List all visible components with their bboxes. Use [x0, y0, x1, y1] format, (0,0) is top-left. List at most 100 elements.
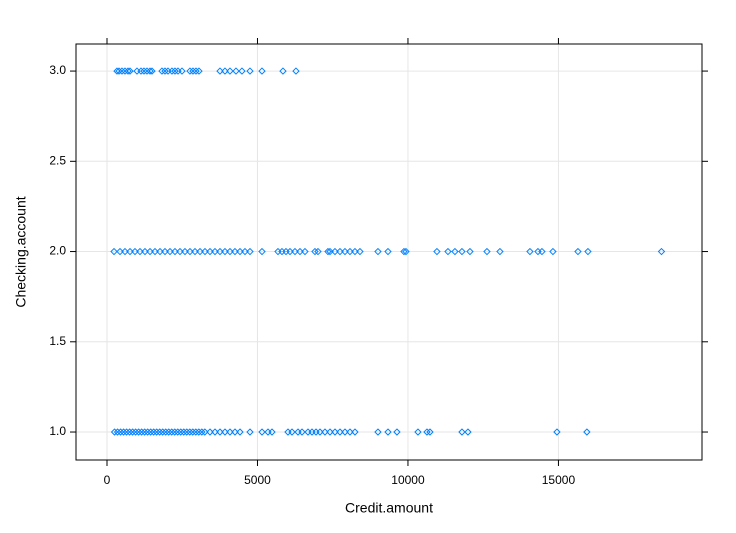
point: [118, 67, 126, 75]
point: [140, 428, 149, 436]
point: [356, 247, 364, 256]
point: [292, 67, 300, 75]
point: [186, 67, 194, 75]
x-tick-label: 10000: [391, 473, 425, 487]
point: [110, 428, 119, 436]
point: [324, 247, 332, 256]
point: [236, 428, 244, 436]
point: [384, 247, 392, 256]
point: [657, 247, 666, 256]
point: [180, 428, 188, 436]
point: [126, 247, 134, 256]
point: [164, 428, 173, 436]
point: [258, 428, 266, 436]
point: [226, 428, 234, 436]
point: [149, 428, 158, 436]
point: [143, 67, 151, 75]
point: [211, 247, 219, 256]
point: [186, 428, 194, 436]
point: [178, 67, 186, 75]
point: [191, 247, 199, 256]
point: [158, 67, 166, 75]
point: [326, 428, 334, 436]
point: [288, 428, 296, 436]
point: [167, 428, 176, 436]
point: [124, 67, 132, 75]
point: [201, 247, 209, 256]
point: [189, 428, 197, 436]
point: [171, 67, 179, 75]
point: [113, 67, 121, 75]
point: [171, 428, 179, 436]
point: [126, 67, 134, 75]
point: [128, 428, 137, 436]
point: [137, 428, 146, 436]
point: [451, 247, 459, 256]
point: [131, 247, 139, 256]
y-tick-label: 1.0: [49, 424, 66, 438]
point: [341, 247, 349, 256]
point: [433, 247, 441, 256]
point: [148, 67, 156, 75]
point: [131, 428, 140, 436]
point: [226, 67, 234, 75]
point: [216, 428, 224, 436]
point: [216, 247, 224, 256]
point: [183, 428, 191, 436]
point: [291, 247, 299, 256]
point: [146, 67, 154, 75]
point: [258, 247, 266, 256]
point: [583, 428, 591, 436]
point: [195, 428, 203, 436]
point: [246, 67, 254, 75]
point: [336, 428, 344, 436]
point: [286, 247, 294, 256]
point: [374, 247, 382, 256]
point: [161, 428, 170, 436]
point: [314, 247, 322, 256]
point: [195, 67, 203, 75]
point: [346, 428, 354, 436]
point: [216, 67, 224, 75]
point: [464, 428, 472, 436]
point: [236, 247, 244, 256]
point: [116, 247, 124, 256]
point: [426, 428, 434, 436]
point: [110, 247, 118, 256]
x-tick-label: 0: [104, 473, 111, 487]
point: [296, 247, 304, 256]
point: [384, 428, 392, 436]
point: [161, 247, 169, 256]
point: [458, 247, 466, 256]
point: [351, 428, 359, 436]
point: [496, 247, 504, 256]
point: [166, 247, 174, 256]
point: [326, 247, 334, 256]
point: [331, 247, 339, 256]
point: [316, 428, 324, 436]
point: [176, 247, 184, 256]
point: [226, 247, 234, 256]
point: [458, 428, 466, 436]
point: [201, 428, 209, 436]
point: [151, 247, 159, 256]
point: [301, 247, 309, 256]
point: [158, 428, 167, 436]
point: [156, 247, 164, 256]
point: [336, 247, 344, 256]
point: [311, 247, 319, 256]
point: [538, 247, 546, 256]
point: [115, 67, 123, 75]
point: [246, 428, 254, 436]
y-axis-label: Checking.account: [13, 196, 29, 307]
point: [584, 247, 592, 256]
point: [177, 428, 185, 436]
point: [122, 428, 131, 436]
point: [125, 428, 134, 436]
x-axis-label: Credit.amount: [345, 500, 433, 516]
point: [137, 67, 145, 75]
point: [140, 67, 148, 75]
point: [221, 67, 229, 75]
